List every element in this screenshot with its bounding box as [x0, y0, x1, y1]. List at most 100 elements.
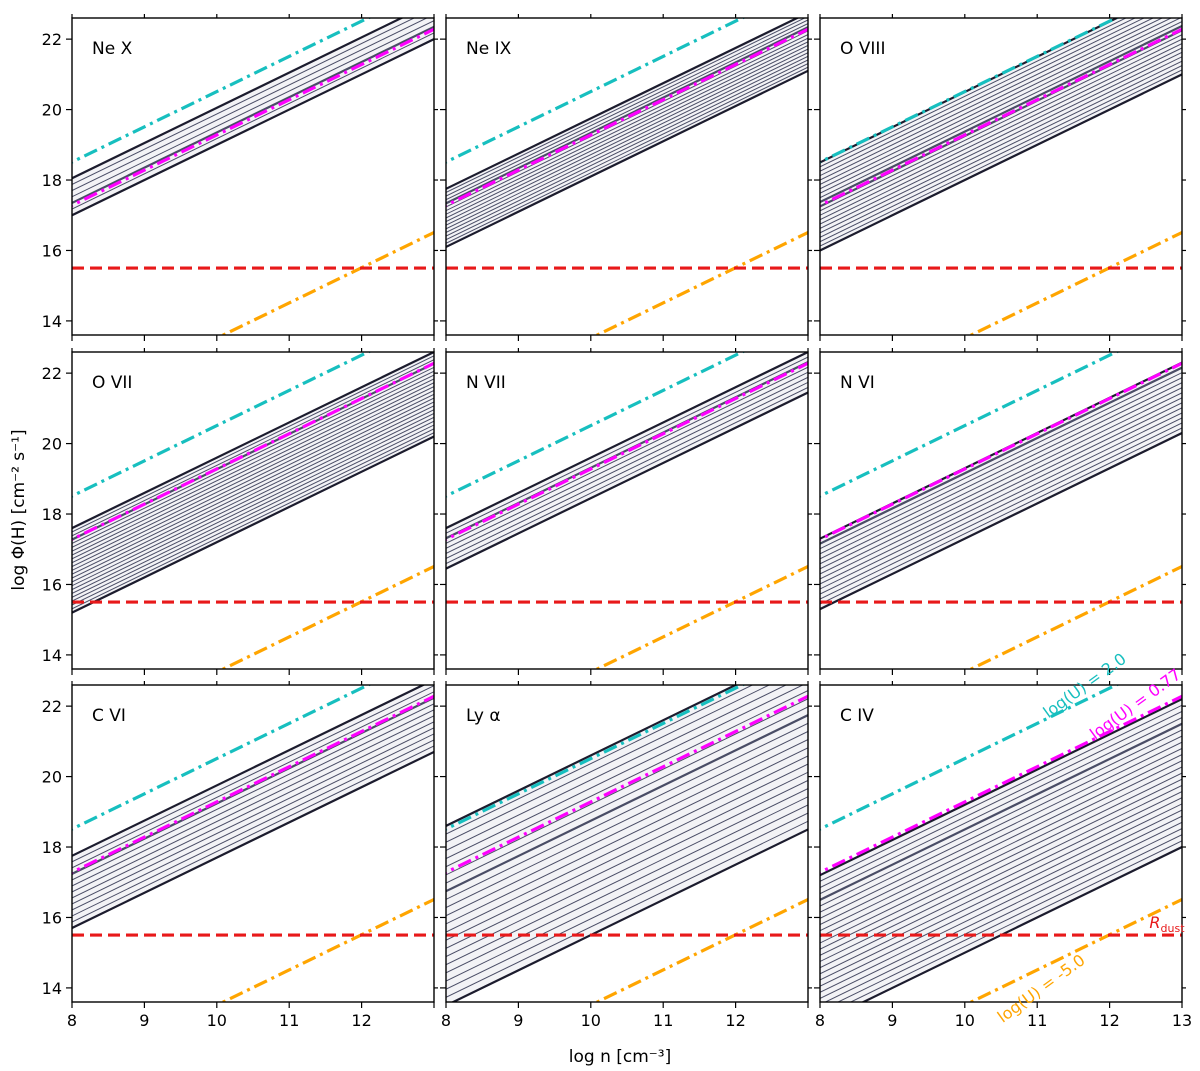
panel-title: O VIII — [840, 39, 885, 59]
contour-line — [446, 352, 808, 530]
contour-line — [820, 710, 1182, 889]
contour-line — [446, 713, 808, 893]
contour-line — [72, 393, 434, 571]
contour-fill — [820, 699, 1182, 1002]
panel-frame — [819, 17, 1183, 336]
contour-band — [820, 18, 1182, 252]
contour-line — [820, 47, 1182, 225]
contour-line — [446, 41, 808, 219]
contour-line — [72, 366, 434, 545]
contour-line — [446, 18, 800, 191]
panel-title: Ly α — [466, 706, 501, 726]
contour-line — [446, 685, 754, 835]
panel-frame — [819, 351, 1183, 670]
contour-line — [446, 381, 808, 560]
panel-frame — [819, 684, 1183, 1003]
panel-ly-: 8 9 10 11 12 Ly α — [440, 681, 812, 1030]
contour-line — [820, 18, 1137, 172]
contour-line — [446, 66, 808, 244]
y-tick-label: 16 — [42, 241, 62, 260]
contour-line — [446, 30, 808, 208]
contour-line — [820, 64, 1182, 243]
contour-line — [72, 416, 434, 594]
y-tick-label: 18 — [42, 838, 62, 857]
contour-line — [72, 685, 426, 858]
x-tick-label: 9 — [513, 1011, 523, 1030]
panel-o-viii: O VIII — [814, 14, 1186, 341]
contour-line — [820, 18, 1173, 190]
contour-line — [446, 739, 808, 917]
panel-frame — [445, 17, 809, 336]
contour-line — [72, 389, 434, 568]
contour-line — [72, 428, 434, 606]
contour-line — [446, 44, 808, 223]
contour-line — [72, 378, 434, 556]
contour-line — [820, 34, 1182, 212]
ref-line-logU-2 — [446, 352, 746, 498]
panel-frame — [71, 684, 435, 1003]
contour-line — [446, 685, 739, 828]
contour-line — [72, 709, 434, 887]
contour-line — [446, 820, 808, 998]
contour-line — [446, 690, 808, 868]
contour-line — [820, 722, 1182, 902]
contour-line — [446, 391, 808, 570]
contour-line — [446, 812, 808, 990]
y-tick-label: 22 — [42, 364, 62, 383]
contour-line — [446, 730, 808, 909]
contour-line — [820, 704, 1182, 882]
x-tick-label: 13 — [1172, 1011, 1192, 1030]
contour-line — [820, 24, 1182, 204]
contour-line — [72, 409, 434, 587]
y-tick-label: 14 — [42, 312, 62, 331]
y-tick-label: 16 — [42, 575, 62, 594]
contour-line — [820, 809, 1182, 987]
contour-line — [72, 362, 434, 541]
contour-band — [820, 361, 1182, 611]
x-tick-label: 10 — [207, 1011, 227, 1030]
x-tick-label: 9 — [887, 1011, 897, 1030]
y-tick-label: 18 — [42, 505, 62, 524]
contour-line — [820, 821, 1182, 1000]
contour-line — [446, 48, 808, 226]
contour-line — [72, 685, 434, 863]
contour-line — [820, 392, 1182, 570]
contour-line — [446, 26, 808, 205]
x-tick-label: 12 — [1099, 1011, 1119, 1030]
contour-line — [72, 703, 434, 881]
contour-line — [820, 760, 1182, 938]
contour-line — [820, 422, 1182, 600]
contour-line — [72, 397, 434, 575]
contour-line — [820, 372, 1182, 550]
contour-line — [446, 685, 771, 843]
contour-line — [820, 412, 1182, 590]
panel-c-vi: 8 9 10 11 12 14 16 18 20 22 C VI — [42, 681, 438, 1030]
contour-line — [446, 69, 808, 249]
panel-title: Ne IX — [466, 39, 512, 59]
y-tick-label: 16 — [42, 908, 62, 927]
contour-line — [72, 405, 434, 583]
contour-line — [446, 33, 808, 212]
contour-line — [446, 685, 804, 860]
contour-line — [820, 803, 1182, 981]
contour-line — [446, 788, 808, 966]
x-tick-label: 10 — [955, 1011, 975, 1030]
contour-line — [72, 37, 434, 217]
contour-line — [446, 698, 808, 876]
x-tick-label: 12 — [351, 1011, 371, 1030]
x-axis-label: log n [cm⁻³] — [569, 1047, 671, 1067]
contour-fill — [72, 685, 434, 929]
y-tick-label: 20 — [42, 768, 62, 787]
contour-line — [820, 18, 1128, 168]
x-tick-label: 9 — [139, 1011, 149, 1030]
contour-line — [820, 766, 1182, 944]
panel-title: C VI — [92, 706, 126, 726]
contour-line — [72, 420, 434, 598]
contour-band — [72, 18, 434, 217]
contour-line — [820, 38, 1182, 216]
contour-band — [820, 697, 1182, 1002]
contour-line — [72, 750, 434, 930]
contour-line — [446, 23, 808, 201]
x-tick-label: 12 — [725, 1011, 745, 1030]
contour-line — [820, 815, 1182, 993]
